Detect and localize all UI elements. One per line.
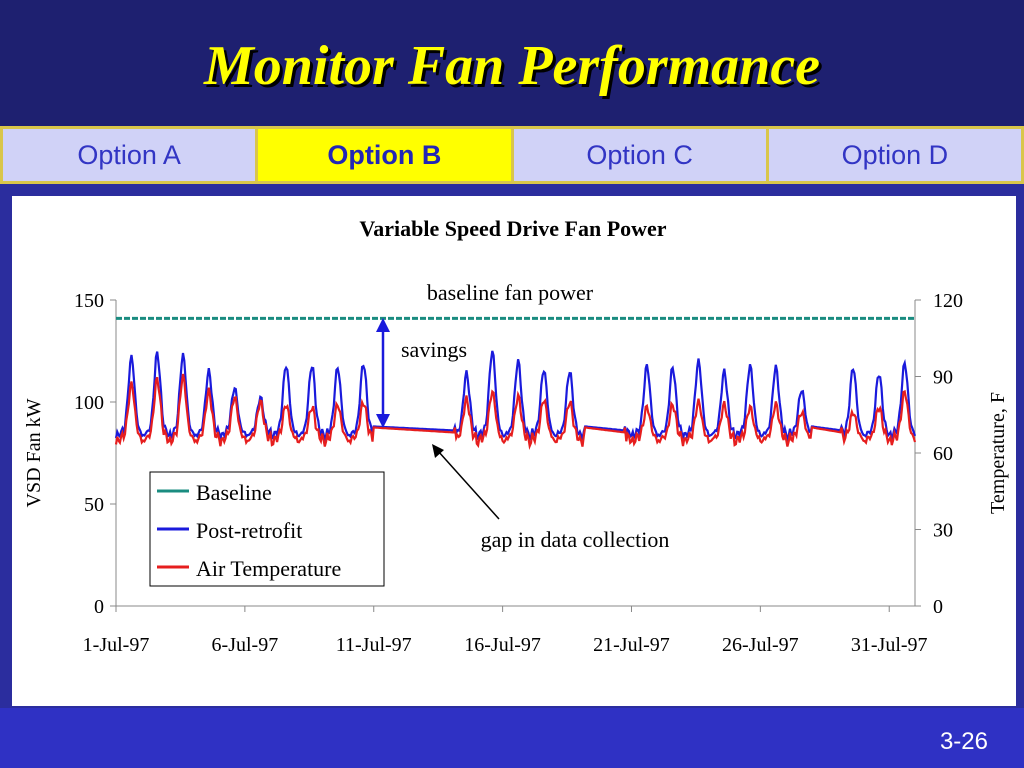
y-tick-label: 150: [74, 290, 104, 312]
y2-tick-label: 0: [933, 596, 943, 618]
tab-option-c[interactable]: Option C: [513, 129, 766, 181]
annotation-savings: savings: [401, 337, 467, 362]
vsd-fan-power-chart: Variable Speed Drive Fan Power 0 50 100 150…: [23, 216, 1009, 656]
y-axis-label: VSD Fan kW: [23, 398, 45, 507]
title-band: [0, 0, 1024, 130]
savings-arrow: [376, 318, 390, 428]
x-tick-label: 21-Jul-97: [593, 634, 670, 656]
slide-title: Monitor Fan Performance: [203, 35, 821, 97]
x-tick-label: 1-Jul-97: [83, 634, 150, 656]
legend-label-post-retrofit: Post-retrofit: [196, 518, 302, 543]
y-tick-label: 100: [74, 392, 104, 414]
tab-option-d[interactable]: Option D: [768, 129, 1021, 181]
y2-tick-label: 30: [933, 520, 953, 542]
y-tick-label: 50: [84, 494, 104, 516]
page-number: 3-26: [939, 728, 988, 755]
y2-tick-label: 120: [933, 290, 963, 312]
series-air-temperature-line: [114, 373, 917, 450]
axes: 0 50 100 150 0 30 60 90 120 1-Jul-97 6-Jul-97 11-Ju…: [23, 290, 1009, 656]
option-tabs: Option A Option B Option C Option D: [0, 126, 1024, 184]
series-post-retrofit-line: [114, 350, 917, 444]
x-tick-label: 16-Jul-97: [464, 634, 541, 656]
footer-band: [0, 708, 1024, 768]
tab-option-b[interactable]: Option B: [258, 129, 511, 181]
legend-label-air-temperature: Air Temperature: [196, 556, 341, 581]
x-tick-label: 26-Jul-97: [722, 634, 799, 656]
x-tick-label: 6-Jul-97: [212, 634, 279, 656]
annotation-baseline-fan-power: baseline fan power: [427, 280, 594, 305]
legend: Baseline Post-retrofit Air Temperature: [149, 471, 385, 587]
x-tick-label: 11-Jul-97: [336, 634, 412, 656]
legend-label-baseline: Baseline: [196, 480, 272, 505]
gap-arrow-head: [432, 444, 444, 458]
y2-tick-label: 60: [933, 443, 953, 465]
tab-option-a[interactable]: Option A: [3, 129, 256, 181]
annotation-gap-in-data-collection: gap in data collection: [481, 527, 670, 552]
savings-arrow-head-down: [376, 414, 390, 428]
y2-tick-label: 90: [933, 367, 953, 389]
chart-panel: Variable Speed Drive Fan Power 0 50 100 150…: [12, 196, 1016, 706]
series-layer: [114, 316, 917, 450]
gap-arrow-shaft: [437, 450, 500, 520]
chart-title: Variable Speed Drive Fan Power: [359, 216, 666, 241]
gap-arrow: [432, 444, 500, 520]
y2-axis-label: Temperature, F: [987, 392, 1009, 514]
x-tick-label: 31-Jul-97: [851, 634, 928, 656]
y-tick-label: 0: [94, 596, 104, 618]
savings-arrow-head-up: [376, 318, 390, 332]
